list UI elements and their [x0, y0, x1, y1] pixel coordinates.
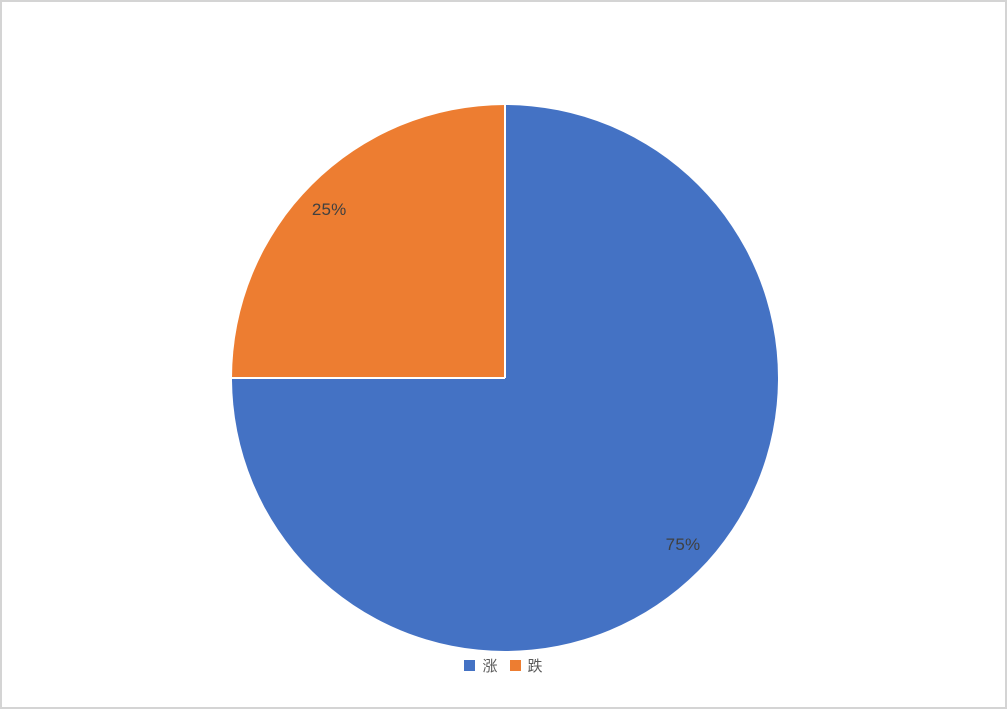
slice-divider: [232, 377, 505, 379]
legend-item-fall: 跌: [509, 655, 543, 676]
legend-swatch-rise-icon: [464, 659, 476, 671]
legend: 涨 跌: [2, 655, 1005, 675]
data-label-rise: 75%: [665, 535, 701, 555]
pie-chart: 75% 25%: [232, 105, 778, 651]
data-label-fall: 25%: [311, 199, 347, 219]
slice-divider: [504, 105, 506, 378]
legend-item-rise: 涨: [464, 655, 498, 676]
legend-swatch-fall-icon: [509, 659, 521, 671]
legend-label-rise: 涨: [482, 657, 498, 675]
legend-label-fall: 跌: [527, 657, 543, 675]
